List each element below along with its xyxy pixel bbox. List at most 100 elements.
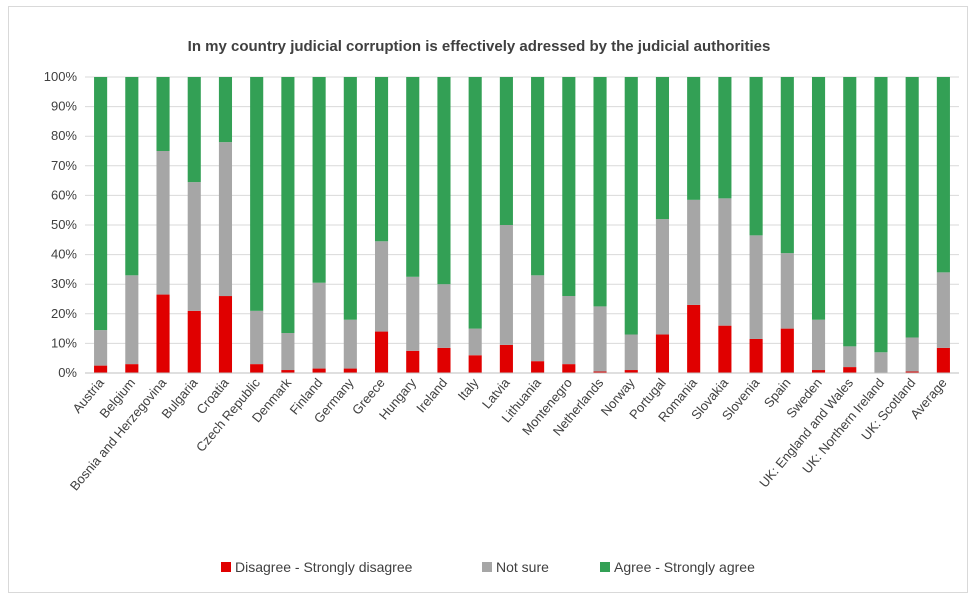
bar-segment	[250, 310, 264, 365]
bar-segment	[125, 364, 139, 373]
y-tick-label: 50%	[51, 217, 77, 232]
bar-segment	[94, 77, 108, 331]
bar-segment	[905, 371, 919, 373]
bar-segment	[250, 77, 264, 311]
bar-segment	[780, 328, 794, 373]
bar-segment	[218, 77, 233, 143]
x-tick-label: Italy	[455, 375, 482, 403]
y-tick-label: 60%	[51, 187, 77, 202]
bar-segment	[468, 355, 482, 373]
bar-segment	[156, 77, 170, 151]
bar-segment	[687, 304, 701, 373]
bar-segment	[874, 77, 888, 353]
bar-segment	[749, 338, 763, 373]
bar-segment	[562, 296, 576, 365]
bar-segment	[94, 365, 108, 373]
bar-segment	[94, 330, 108, 366]
y-tick-label: 100%	[44, 69, 78, 84]
bar-segment	[250, 364, 264, 373]
bar-segment	[718, 77, 732, 199]
legend-swatch	[482, 562, 492, 572]
bar-segment	[281, 333, 295, 371]
bar-segment	[187, 310, 201, 373]
legend-label: Not sure	[496, 559, 549, 575]
y-tick-label: 10%	[51, 335, 77, 350]
y-tick-label: 20%	[51, 306, 77, 321]
bar-segment	[374, 77, 389, 242]
x-tick-label: Ireland	[413, 375, 450, 415]
bar-segment	[593, 371, 607, 373]
bar-segment	[593, 306, 607, 372]
bar-segment	[499, 225, 513, 345]
legend-label: Disagree - Strongly disagree	[235, 559, 413, 575]
bar-segment	[562, 364, 576, 373]
y-tick-label: 90%	[51, 99, 77, 114]
bar-segment	[156, 294, 170, 373]
bar-segment	[936, 272, 950, 348]
bar-segment	[374, 331, 389, 373]
legend-swatch	[600, 562, 610, 572]
bars	[94, 77, 950, 373]
bar-segment	[811, 319, 826, 371]
bar-segment	[499, 344, 513, 373]
bar-segment	[811, 77, 826, 320]
bar-segment	[437, 284, 451, 348]
bar-segment	[499, 77, 513, 225]
bar-segment	[843, 77, 857, 347]
bar-segment	[468, 328, 482, 356]
bar-segment	[843, 367, 857, 373]
bar-segment	[343, 77, 357, 320]
bar-segment	[218, 142, 233, 297]
bar-segment	[749, 77, 763, 236]
bar-segment	[655, 219, 670, 335]
chart-title: In my country judicial corruption is eff…	[188, 38, 771, 55]
bar-segment	[281, 370, 295, 373]
stacked-bar-chart: In my country judicial corruption is eff…	[44, 38, 959, 575]
chart-frame: In my country judicial corruption is eff…	[8, 6, 968, 593]
y-tick-label: 0%	[58, 365, 77, 380]
bar-segment	[218, 296, 233, 373]
bar-segment	[281, 77, 295, 334]
bar-segment	[312, 77, 326, 283]
bar-segment	[562, 77, 576, 297]
bar-segment	[905, 337, 919, 372]
bar-segment	[936, 347, 950, 373]
bar-segment	[593, 77, 607, 307]
bar-segment	[843, 346, 857, 368]
y-tick-label: 70%	[51, 158, 77, 173]
bar-segment	[125, 275, 139, 365]
bar-segment	[936, 77, 950, 273]
y-axis: 0% 10% 20% 30% 40% 50% 60% 70% 80% 90% 100%	[44, 69, 78, 380]
bar-segment	[655, 334, 670, 373]
bar-segment	[312, 282, 326, 369]
bar-segment	[468, 77, 482, 329]
bar-segment	[437, 77, 451, 285]
bar-segment	[343, 319, 357, 369]
bar-segment	[749, 235, 763, 339]
bar-segment	[406, 276, 420, 351]
bar-segment	[406, 350, 420, 373]
bar-segment	[374, 241, 389, 332]
legend-label: Agree - Strongly agree	[614, 559, 755, 575]
bar-segment	[531, 361, 545, 373]
bar-segment	[687, 77, 701, 200]
y-tick-label: 40%	[51, 247, 77, 262]
y-tick-label: 80%	[51, 128, 77, 143]
bar-segment	[187, 77, 201, 183]
bar-segment	[780, 253, 794, 329]
bar-segment	[531, 77, 545, 276]
bar-segment	[624, 77, 638, 335]
bar-segment	[780, 77, 794, 254]
bar-segment	[156, 151, 170, 295]
bar-segment	[343, 368, 357, 373]
bar-segment	[406, 77, 420, 277]
bar-segment	[624, 370, 638, 373]
gridlines	[85, 76, 959, 374]
bar-segment	[187, 182, 201, 311]
bar-segment	[531, 275, 545, 362]
bar-segment	[811, 370, 826, 373]
bar-segment	[624, 334, 638, 371]
legend-swatch	[221, 562, 231, 572]
bar-segment	[718, 325, 732, 373]
